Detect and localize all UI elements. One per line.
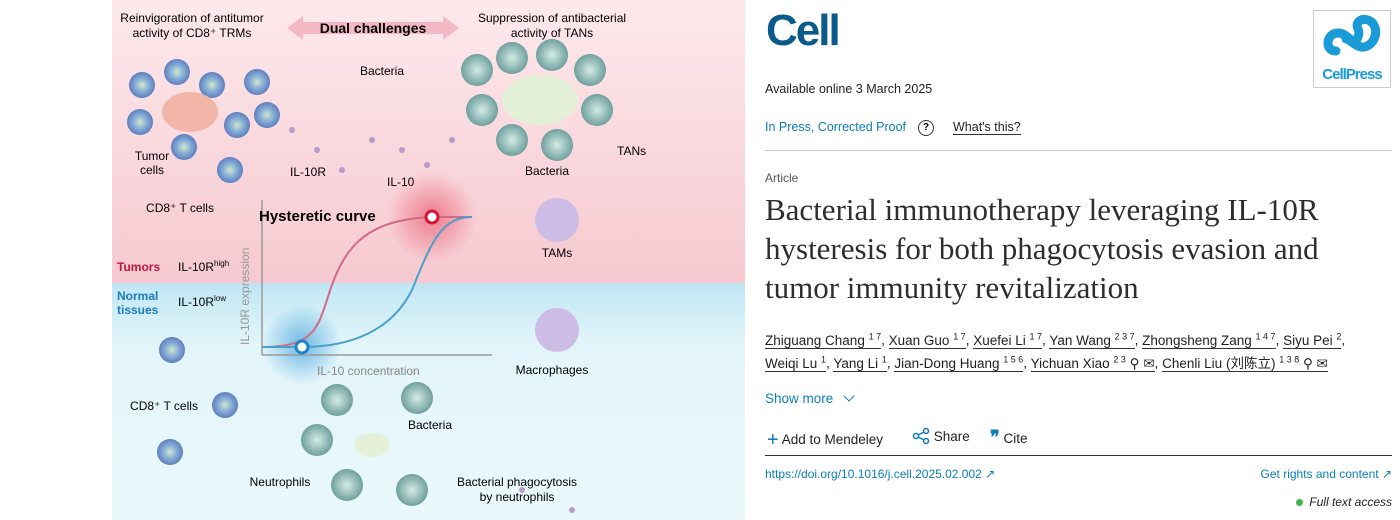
y-axis-label: IL-10R expression: [238, 248, 252, 345]
label-macrophages: Macrophages: [516, 363, 589, 377]
label-tams: TAMs: [542, 246, 572, 260]
ga-top-right: Suppression of antibacterial activity of …: [478, 11, 626, 40]
affiliation-sup: 1 4 7: [1255, 331, 1276, 341]
email-icon: ✉: [1143, 355, 1155, 371]
label-normal: Normal tissues: [117, 289, 159, 317]
hysteresis-chart: [261, 200, 492, 356]
affiliation-sup: 2: [1336, 331, 1342, 341]
affiliation-sup: 1 7: [953, 331, 966, 341]
title-line: Bacterial immunotherapy leveraging IL-10…: [765, 192, 1319, 227]
show-more-button[interactable]: Show more: [765, 390, 855, 406]
cellpress-mark-icon: [1323, 14, 1381, 56]
label-il10r-high: IL-10Rhigh: [178, 259, 229, 274]
affiliation-sup: 1 5 6: [1003, 354, 1024, 364]
affiliation-sup: 1: [821, 354, 827, 364]
author-link[interactable]: Siyu Pei 2: [1283, 331, 1342, 349]
author-name: Jian-Dong Huang: [894, 355, 1000, 371]
author-link[interactable]: Chenli Liu (刘陈立) 1 3 8 ⚲ ✉: [1162, 354, 1328, 372]
author-link[interactable]: Yang Li 1: [833, 354, 887, 372]
available-date: Available online 3 March 2025: [765, 82, 933, 96]
author-link[interactable]: Xuefei Li 1 7: [973, 331, 1043, 349]
label-hysteretic: Hysteretic curve: [259, 208, 376, 225]
author-name: Xuefei Li: [973, 332, 1026, 348]
status-link[interactable]: In Press, Corrected Proof: [765, 120, 907, 134]
access-badge: Full text access: [1296, 495, 1392, 509]
cellpress-logo[interactable]: CellPress: [1313, 10, 1391, 88]
label-tumor-cells: Tumor cells: [135, 149, 169, 177]
author-name: Yang Li: [833, 355, 879, 371]
chevron-down-icon: [843, 390, 855, 402]
article-type: Article: [765, 171, 799, 185]
author-name: Zhongsheng Zang: [1142, 332, 1252, 348]
author-link[interactable]: Jian-Dong Huang 1 5 6: [894, 354, 1024, 372]
label-cd8-bottom: CD8⁺ T cells: [130, 399, 198, 413]
doi-link[interactable]: https://doi.org/10.1016/j.cell.2025.02.0…: [765, 467, 996, 481]
affiliation-sup: 1 7: [1029, 331, 1043, 341]
label-tans: TANs: [617, 144, 646, 158]
whats-this-link[interactable]: What's this?: [953, 120, 1021, 135]
author-name: Siyu Pei: [1283, 332, 1333, 348]
affiliation-sup: 2 3: [1113, 354, 1126, 364]
cell-logo[interactable]: Cell: [766, 6, 841, 55]
person-icon: ⚲: [1129, 355, 1140, 371]
plus-icon: +: [767, 429, 779, 451]
tans-cluster: [461, 39, 613, 242]
cd8-cells-top: [127, 59, 280, 183]
label-phagocytosis: Bacterial phagocytosis by neutrophils: [457, 475, 577, 504]
label-bacteria-bottom: Bacteria: [408, 418, 452, 432]
author-name: Xuan Guo: [888, 332, 950, 348]
author-name: Zhiguang Chang: [765, 332, 865, 348]
label-il10r: IL-10R: [290, 165, 326, 179]
author-link[interactable]: Xuan Guo 1 7: [888, 331, 966, 349]
divider: [765, 455, 1392, 456]
author-name: Chenli Liu (刘陈立): [1162, 355, 1276, 371]
author-name: Yan Wang: [1049, 332, 1111, 348]
author-link[interactable]: Zhiguang Chang 1 7: [765, 331, 882, 349]
author-link[interactable]: Weiqi Lu 1: [765, 354, 827, 372]
affiliation-sup: 1: [881, 354, 887, 364]
label-bacteria-right: Bacteria: [525, 164, 569, 178]
access-dot-icon: [1296, 499, 1304, 506]
affiliation-sup: 2 3 7: [1114, 331, 1135, 341]
author-link[interactable]: Zhongsheng Zang 1 4 7: [1142, 331, 1276, 349]
author-link[interactable]: Yichuan Xiao 2 3 ⚲ ✉: [1030, 354, 1155, 372]
ga-top-left: Reinvigoration of antitumor activity of C…: [120, 11, 263, 40]
rights-link[interactable]: Get rights and content ↗: [1260, 467, 1392, 481]
author-line: Weiqi Lu 1, Yang Li 1, Jian-Dong Huang 1…: [765, 354, 1328, 372]
graphical-abstract: Reinvigoration of antitumor activity of C…: [112, 0, 745, 520]
article-title: Bacterial immunotherapy leveraging IL-10…: [765, 190, 1400, 307]
label-bacteria-top: Bacteria: [360, 64, 404, 78]
cite-button[interactable]: ❞ Cite: [990, 427, 1028, 448]
author-name: Weiqi Lu: [765, 355, 818, 371]
author-name: Yichuan Xiao: [1030, 355, 1110, 371]
external-link-icon: ↗: [1381, 467, 1392, 481]
cellpress-text: CellPress: [1322, 66, 1382, 83]
share-button[interactable]: Share: [912, 427, 970, 445]
affiliation-sup: 1 3 8: [1279, 354, 1300, 364]
external-link-icon: ↗: [985, 467, 996, 481]
title-line: tumor immunity revitalization: [765, 270, 1139, 305]
divider: [765, 150, 1392, 151]
author-list: Zhiguang Chang 1 7, Xuan Guo 1 7, Xuefei…: [765, 325, 1400, 372]
help-icon[interactable]: ?: [918, 120, 934, 136]
email-icon: ✉: [1316, 355, 1328, 371]
affiliation-sup: 1 7: [868, 331, 882, 341]
x-axis-label: IL-10 concentration: [317, 364, 420, 378]
label-neutrophils: Neutrophils: [250, 475, 311, 489]
quote-icon: ❞: [990, 427, 1000, 448]
author-link[interactable]: Yan Wang 2 3 7: [1049, 331, 1135, 349]
label-cd8-top: CD8⁺ T cells: [146, 201, 214, 215]
author-line: Zhiguang Chang 1 7, Xuan Guo 1 7, Xuefei…: [765, 331, 1346, 349]
label-il10r-low: IL-10Rlow: [178, 294, 226, 309]
share-icon: [912, 427, 930, 445]
add-to-mendeley-button[interactable]: + Add to Mendeley: [767, 429, 884, 451]
title-line: hysteresis for both phagocytosis evasion…: [765, 231, 1319, 266]
dual-challenges: Dual challenges: [320, 20, 427, 36]
label-tumors: Tumors: [117, 260, 160, 274]
person-icon: ⚲: [1303, 355, 1313, 371]
